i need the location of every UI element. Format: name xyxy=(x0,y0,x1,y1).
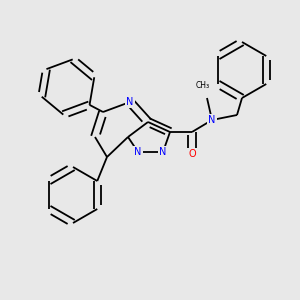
Text: N: N xyxy=(126,97,134,107)
Text: N: N xyxy=(208,115,216,125)
Text: O: O xyxy=(188,149,196,159)
Text: N: N xyxy=(159,147,167,157)
Text: CH₃: CH₃ xyxy=(196,81,210,90)
Text: N: N xyxy=(134,147,142,157)
